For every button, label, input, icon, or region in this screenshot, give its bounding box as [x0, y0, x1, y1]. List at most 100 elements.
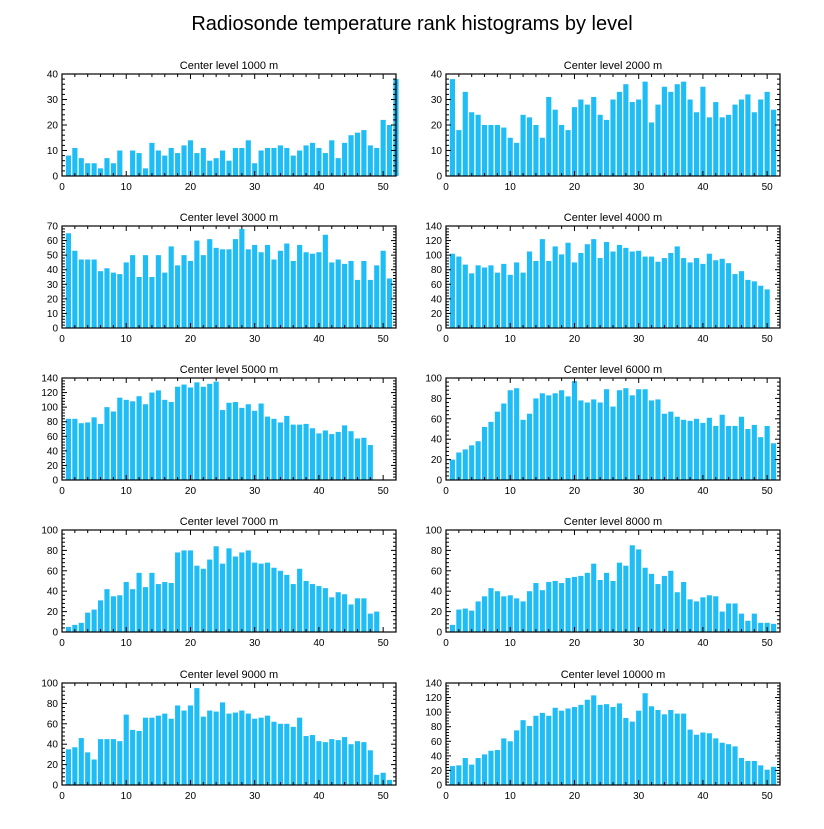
bar: [661, 258, 667, 328]
bar: [616, 703, 622, 785]
bar: [232, 239, 238, 328]
bar: [309, 428, 316, 480]
bar: [449, 766, 455, 785]
bar: [456, 256, 462, 328]
y-tick-label: 50: [47, 251, 59, 262]
bar: [213, 381, 219, 480]
bar: [277, 250, 283, 328]
bar: [271, 721, 277, 785]
bar: [706, 253, 712, 328]
bar: [546, 395, 552, 480]
bar: [719, 742, 725, 785]
bar: [168, 583, 174, 632]
bar: [494, 411, 500, 480]
bar: [481, 596, 488, 632]
bar: [533, 583, 539, 632]
bar: [130, 150, 136, 176]
bar: [187, 705, 194, 785]
bar: [149, 572, 155, 632]
bar: [354, 438, 361, 480]
bar: [616, 390, 622, 480]
bar: [187, 260, 194, 328]
bar: [501, 403, 507, 480]
bar: [175, 705, 181, 785]
bar: [494, 272, 500, 328]
bar: [623, 565, 629, 632]
y-tick-label: 80: [47, 699, 59, 710]
x-tick-label: 10: [121, 182, 133, 193]
bar: [584, 104, 590, 176]
x-tick-label: 50: [378, 334, 390, 345]
x-tick-label: 50: [378, 638, 390, 649]
bar: [520, 601, 526, 632]
y-tick-label: 10: [431, 146, 443, 157]
bar: [110, 739, 116, 785]
bar: [674, 84, 680, 176]
bar: [303, 581, 309, 632]
bar: [258, 252, 264, 328]
bar: [706, 595, 712, 632]
x-tick-label: 0: [443, 791, 449, 802]
panel-3: Center level 3000 m 0 10 20 30 40 50 0 10 20 30 40 5…: [47, 212, 397, 345]
bar: [706, 733, 712, 785]
x-tick-label: 50: [762, 486, 774, 497]
bar: [316, 147, 322, 176]
x-tick-label: 30: [249, 334, 261, 345]
bar: [758, 765, 764, 785]
bar: [387, 125, 393, 176]
bar: [751, 613, 757, 632]
bar: [758, 622, 764, 632]
bar: [117, 595, 123, 632]
bar: [65, 626, 71, 632]
bar: [130, 729, 136, 785]
bar: [565, 242, 571, 328]
bar: [78, 259, 84, 328]
bar: [514, 142, 520, 176]
bar: [571, 381, 578, 480]
bar: [168, 718, 174, 785]
y-tick-label: 80: [431, 722, 443, 733]
bar: [494, 125, 500, 176]
bar: [481, 125, 488, 176]
bar: [738, 271, 745, 328]
bar: [104, 739, 110, 785]
bar: [207, 383, 213, 480]
bar: [771, 623, 777, 632]
x-tick-label: 0: [59, 486, 65, 497]
panel-title: Center level 4000 m: [564, 212, 662, 224]
bar: [232, 402, 238, 480]
bar: [245, 249, 251, 328]
bar: [72, 418, 78, 480]
bar: [271, 147, 277, 176]
bar: [117, 741, 123, 785]
y-tick-label: 140: [41, 374, 58, 385]
bar: [713, 738, 719, 785]
x-tick-label: 20: [569, 791, 581, 802]
bar: [226, 249, 232, 328]
bar: [745, 94, 751, 176]
panel-5: Center level 5000 m 0 10 20 30 40 50 0 20 40 60 80 1…: [41, 364, 397, 497]
x-tick-label: 40: [697, 638, 709, 649]
bar: [655, 104, 661, 176]
bar: [764, 425, 770, 480]
bar: [252, 244, 258, 328]
bar: [591, 96, 597, 176]
bar: [72, 747, 78, 785]
bar: [584, 572, 590, 632]
bar: [771, 109, 777, 176]
bar: [367, 613, 373, 632]
bar: [277, 422, 283, 480]
y-tick-label: 80: [431, 546, 443, 557]
bar: [78, 158, 84, 176]
bar: [316, 586, 322, 632]
x-tick-label: 0: [443, 334, 449, 345]
bar: [462, 264, 468, 328]
bar: [713, 102, 719, 176]
bar: [700, 422, 706, 480]
x-tick-label: 30: [633, 182, 645, 193]
bar: [264, 244, 271, 328]
bar: [552, 581, 558, 632]
bar: [610, 406, 616, 480]
bar: [642, 567, 648, 632]
bar: [501, 263, 507, 328]
